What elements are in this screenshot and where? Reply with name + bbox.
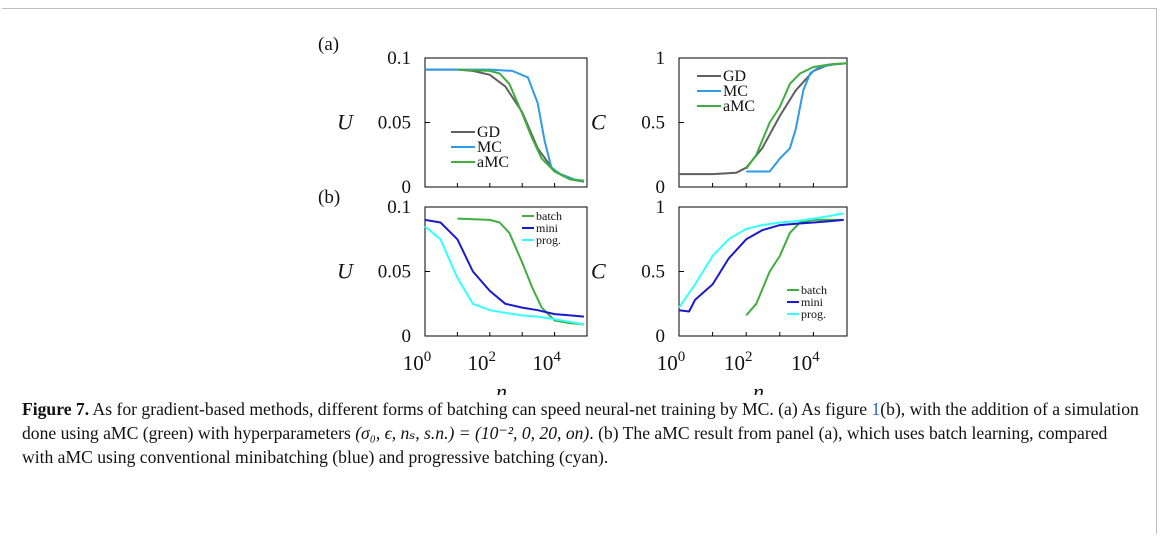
series-line-GD	[679, 62, 848, 176]
legend-label: prog.	[536, 233, 561, 247]
y-tick-label: 0.1	[387, 197, 411, 218]
caption-label: Figure 7.	[22, 399, 90, 419]
series-line-MC	[425, 68, 585, 183]
y-tick-label: 0.1	[387, 48, 411, 69]
y-axis-label: C	[591, 259, 606, 284]
legend-label: MC	[477, 139, 502, 156]
y-tick-label: 0	[402, 177, 412, 198]
x-tick-label: 104	[791, 349, 820, 375]
y-tick-label: 0	[402, 326, 412, 347]
legend-label: prog.	[801, 307, 826, 321]
y-tick-label: 1	[656, 48, 666, 69]
legend-label: batch	[801, 283, 827, 297]
y-tick-label: 0.05	[378, 113, 411, 134]
y-tick-label: 1	[656, 197, 666, 218]
legend-label: GD	[723, 68, 746, 85]
legend-label: mini	[536, 221, 559, 235]
x-tick-label: 102	[724, 349, 753, 375]
y-tick-label: 0	[656, 177, 666, 198]
series-line-MC	[746, 62, 848, 173]
x-axis-label: n	[496, 379, 507, 395]
series-line-prog	[678, 212, 844, 309]
series-line-mini	[424, 218, 584, 318]
series-line-aMC	[745, 62, 848, 170]
caption-text-2: (b), with the addition of a simulation d…	[22, 399, 1139, 443]
caption-text-1: As for gradient-based methods, different…	[89, 399, 872, 419]
y-axis-label: U	[337, 110, 355, 135]
series-line-aMC	[457, 68, 584, 182]
y-axis-label: U	[337, 259, 355, 284]
caption-hyperparameters: (σ₀, ϵ, nₛ, s.n.) = (10⁻², 0, 20, on)	[355, 423, 590, 443]
legend-label: batch	[536, 209, 562, 223]
y-tick-label: 0.5	[641, 262, 665, 283]
x-axis-label: n	[753, 379, 764, 395]
legend-label: MC	[723, 83, 748, 100]
series-line-prog	[424, 225, 585, 326]
series-line-batch	[457, 217, 584, 326]
legend-label: GD	[477, 124, 500, 141]
x-tick-label: 104	[532, 349, 561, 375]
figure-caption: Figure 7. As for gradient-based methods,…	[22, 397, 1142, 469]
plot-frame	[678, 57, 848, 188]
caption-text-3: . (b) The aMC result from panel (a), whi…	[22, 423, 1108, 467]
series-line-mini	[678, 218, 844, 313]
page-frame	[2, 8, 1157, 534]
legend-label: mini	[801, 295, 824, 309]
y-tick-label: 0.05	[378, 262, 411, 283]
x-tick-label: 100	[403, 349, 432, 375]
panel-a-label: (a)	[318, 34, 339, 55]
figure-reference-link[interactable]: 1	[871, 399, 881, 419]
y-axis-label: C	[591, 110, 606, 135]
y-tick-label: 0.5	[641, 113, 665, 134]
x-tick-label: 102	[468, 349, 497, 375]
x-tick-label: 100	[657, 349, 686, 375]
legend-label: aMC	[477, 154, 509, 171]
plot-frame	[424, 206, 588, 337]
y-tick-label: 0	[656, 326, 666, 347]
legend-label: aMC	[723, 98, 755, 115]
series-line-batch	[745, 218, 844, 317]
panel-b-label: (b)	[318, 187, 340, 208]
